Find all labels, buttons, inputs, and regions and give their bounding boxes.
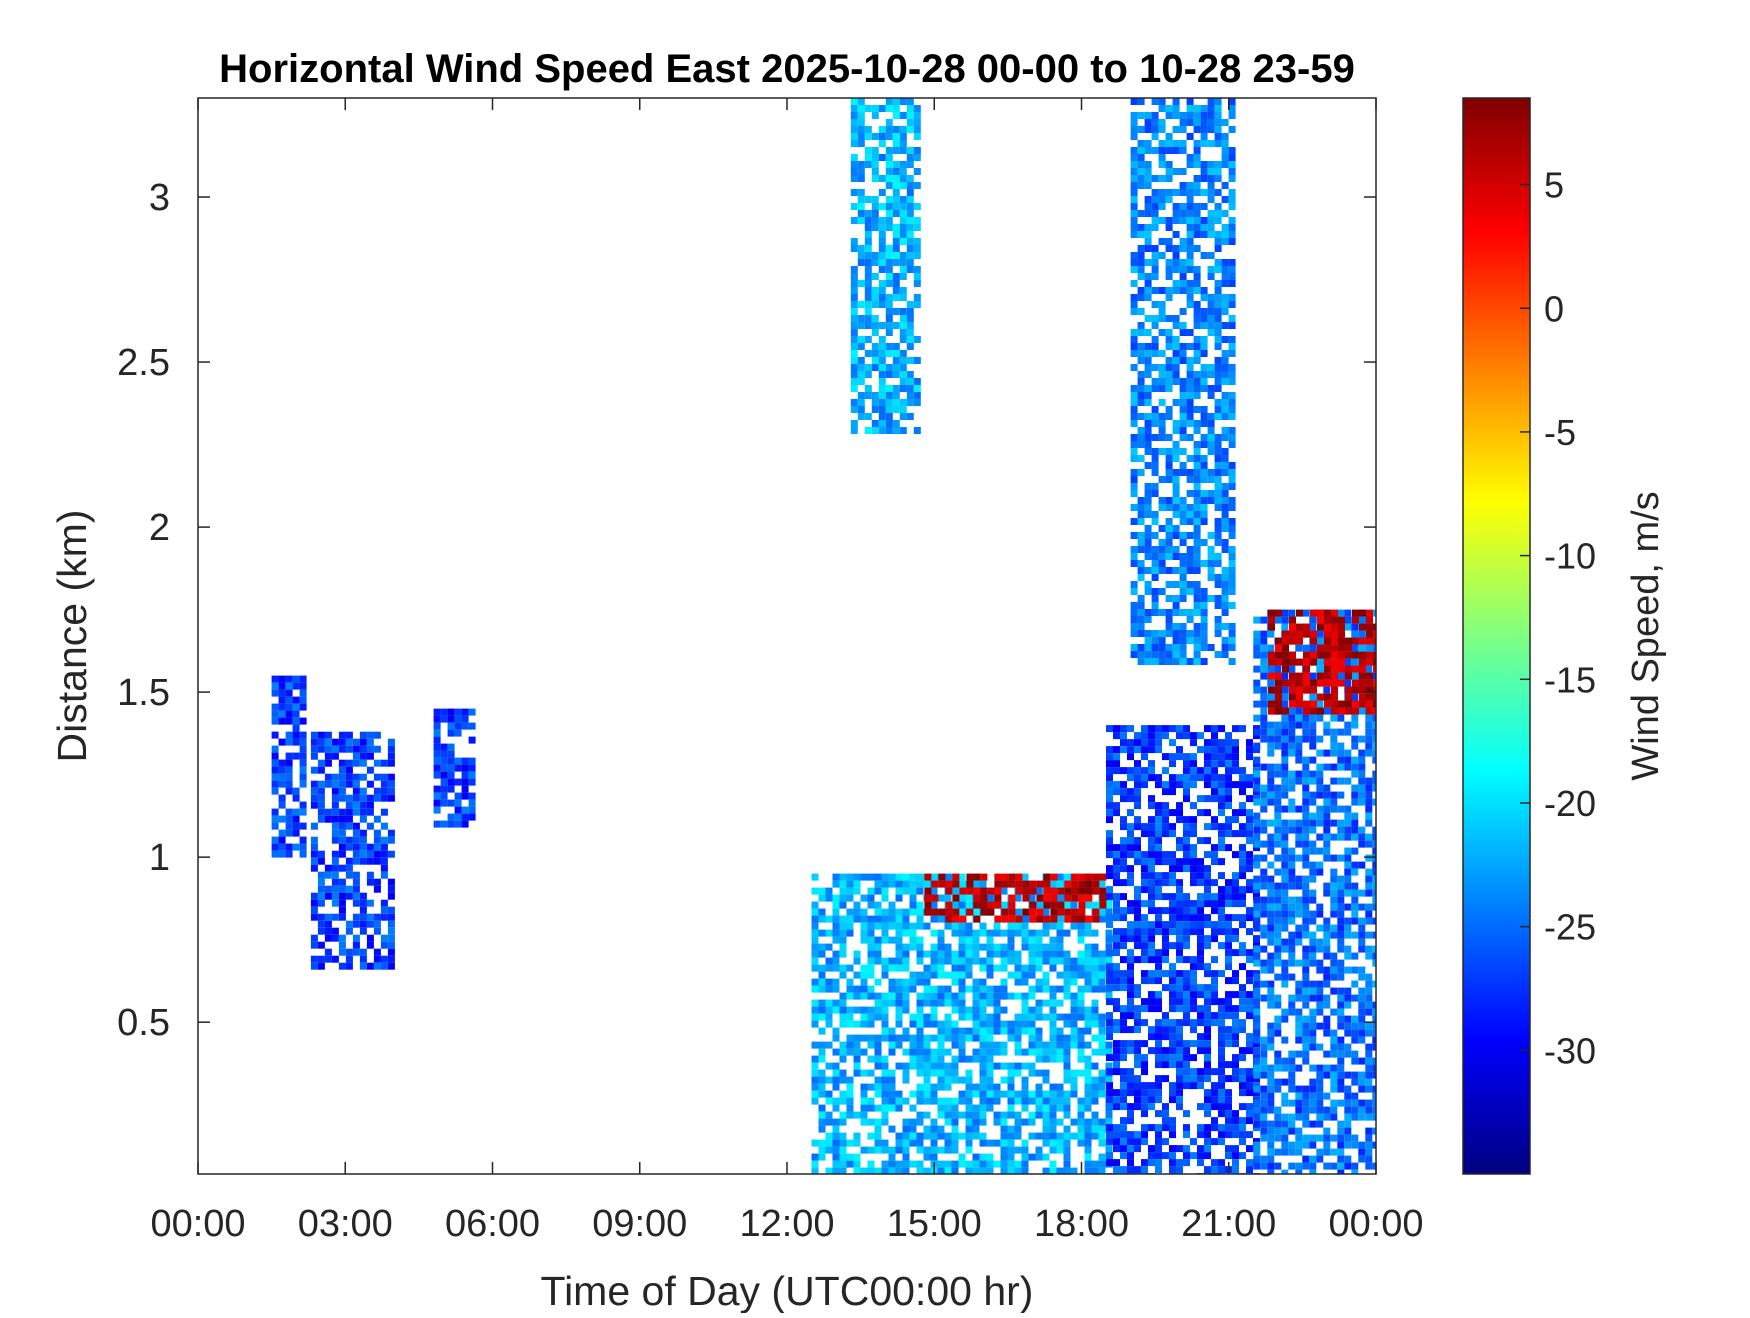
y-tick-label: 1 bbox=[149, 837, 170, 879]
plot-area bbox=[272, 98, 1380, 1180]
heatmap-region-evening-layer bbox=[1106, 725, 1260, 1180]
x-axis-label: Time of Day (UTC00:00 hr) bbox=[541, 1268, 1034, 1313]
x-tick-label: 18:00 bbox=[1034, 1203, 1129, 1245]
x-tick-label: 09:00 bbox=[592, 1203, 687, 1245]
colorbar-tick-label: 5 bbox=[1544, 165, 1564, 206]
colorbar-ticks: 5 0 -5 -10 -15 -20 -25 -30 bbox=[1520, 165, 1596, 1072]
colorbar-tick-label: -25 bbox=[1544, 907, 1596, 948]
heatmap-region-morning-streak-1 bbox=[272, 676, 307, 858]
x-tick-label: 03:00 bbox=[298, 1203, 393, 1245]
heatmap-region-morning-patch bbox=[434, 709, 476, 828]
y-tick-label: 0.5 bbox=[117, 1002, 170, 1044]
y-tick-label: 2.5 bbox=[117, 342, 170, 384]
colorbar-tick-label: -30 bbox=[1544, 1030, 1596, 1071]
y-tick-label: 2 bbox=[149, 507, 170, 549]
chart-title: Horizontal Wind Speed East 2025-10-28 00… bbox=[219, 47, 1355, 91]
colorbar bbox=[1463, 98, 1530, 1174]
x-tick-label: 21:00 bbox=[1181, 1203, 1276, 1245]
x-tick-label: 00:00 bbox=[150, 1203, 245, 1245]
colorbar-tick-label: -5 bbox=[1544, 412, 1576, 453]
colorbar-tick-label: -10 bbox=[1544, 536, 1596, 577]
heatmap-region-morning-streak-2 bbox=[311, 732, 395, 970]
colorbar-tick-label: -20 bbox=[1544, 783, 1596, 824]
heatmap-region-high-plume-2 bbox=[1131, 98, 1236, 665]
x-tick-label: 00:00 bbox=[1328, 1203, 1423, 1245]
colorbar-label: Wind Speed, m/s bbox=[1625, 491, 1667, 780]
colorbar-tick-label: -15 bbox=[1544, 659, 1596, 700]
heatmap-region-afternoon-top-edge bbox=[924, 874, 1106, 923]
y-axis-label: Distance (km) bbox=[49, 510, 95, 763]
y-tick-label: 1.5 bbox=[117, 672, 170, 714]
x-tick-label: 06:00 bbox=[445, 1203, 540, 1245]
colorbar-tick-label: 0 bbox=[1544, 288, 1564, 329]
x-tick-label: 12:00 bbox=[739, 1203, 834, 1245]
x-tick-label: 15:00 bbox=[887, 1203, 982, 1245]
y-tick-label: 3 bbox=[149, 177, 170, 219]
heatmap-region-high-plume-1 bbox=[851, 98, 921, 434]
